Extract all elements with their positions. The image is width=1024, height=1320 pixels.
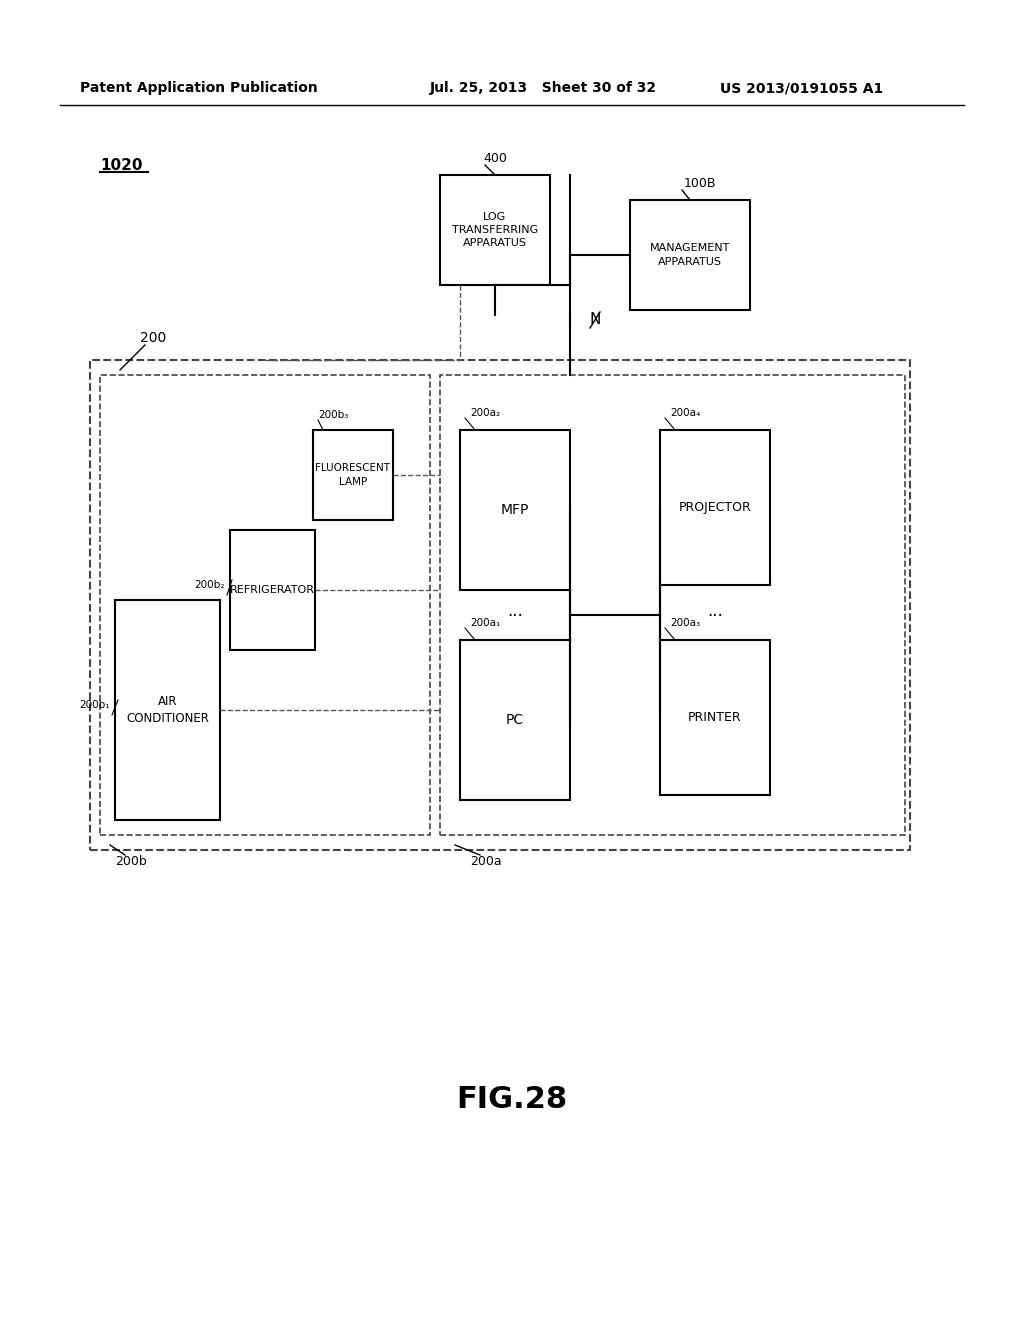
- Text: REFRIGERATOR: REFRIGERATOR: [230, 585, 315, 595]
- Text: AIR
CONDITIONER: AIR CONDITIONER: [126, 696, 209, 725]
- Bar: [460, 640, 570, 800]
- Bar: [660, 430, 770, 585]
- Text: US 2013/0191055 A1: US 2013/0191055 A1: [720, 81, 884, 95]
- Text: ...: ...: [708, 602, 723, 620]
- Text: MANAGEMENT
APPARATUS: MANAGEMENT APPARATUS: [650, 243, 730, 267]
- Bar: [440, 375, 905, 836]
- Text: PRINTER: PRINTER: [688, 711, 741, 723]
- Text: ...: ...: [507, 602, 523, 620]
- Text: FIG.28: FIG.28: [457, 1085, 567, 1114]
- Bar: [230, 531, 315, 649]
- Text: LOG
TRANSFERRING
APPARATUS: LOG TRANSFERRING APPARATUS: [452, 211, 539, 248]
- Text: MFP: MFP: [501, 503, 529, 517]
- Text: 200a₄: 200a₄: [670, 408, 700, 418]
- Bar: [460, 430, 570, 590]
- Text: 200a₃: 200a₃: [670, 618, 700, 628]
- Text: Patent Application Publication: Patent Application Publication: [80, 81, 317, 95]
- Text: FLUORESCENT
LAMP: FLUORESCENT LAMP: [315, 463, 390, 487]
- Text: 200: 200: [140, 331, 166, 345]
- Text: PC: PC: [506, 713, 524, 727]
- Text: N: N: [590, 313, 601, 327]
- Text: Jul. 25, 2013   Sheet 30 of 32: Jul. 25, 2013 Sheet 30 of 32: [430, 81, 657, 95]
- Text: 200a: 200a: [470, 855, 502, 869]
- Bar: [100, 375, 430, 836]
- Bar: [115, 601, 220, 820]
- Text: 200b₁: 200b₁: [80, 700, 110, 710]
- Text: 400: 400: [483, 152, 507, 165]
- Text: 200a₂: 200a₂: [470, 408, 500, 418]
- Text: PROJECTOR: PROJECTOR: [679, 502, 752, 513]
- Bar: [440, 176, 550, 285]
- Text: 100B: 100B: [684, 177, 716, 190]
- Text: 200a₁: 200a₁: [470, 618, 501, 628]
- Text: 200b: 200b: [115, 855, 146, 869]
- Text: 1020: 1020: [100, 157, 142, 173]
- Text: 200b₃: 200b₃: [318, 411, 348, 420]
- Bar: [630, 201, 750, 310]
- Bar: [660, 640, 770, 795]
- Text: 200b₂: 200b₂: [195, 579, 225, 590]
- Bar: [90, 360, 910, 850]
- Bar: [313, 430, 393, 520]
